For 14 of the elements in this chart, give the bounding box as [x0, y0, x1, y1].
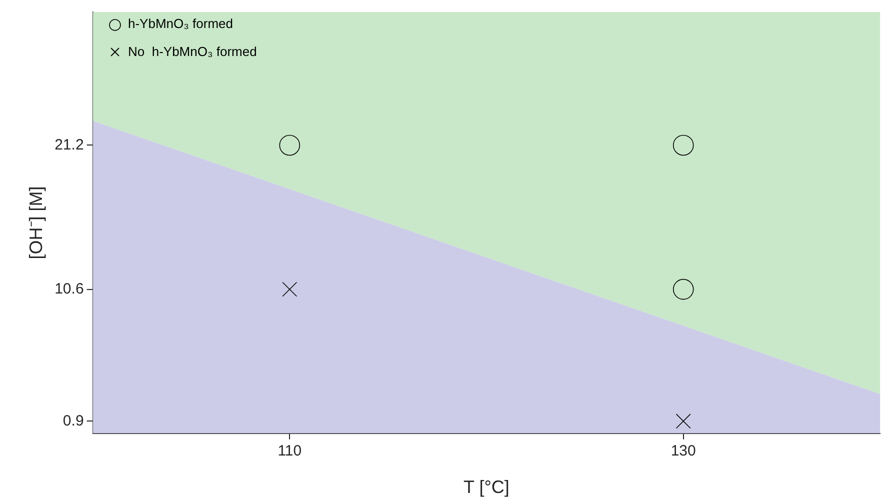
- point: [676, 414, 691, 429]
- y-tick-label: 10.6: [54, 280, 84, 298]
- y-tick-label: 0.9: [62, 412, 84, 430]
- y-axis-title: [OH⁻] [M]: [26, 186, 46, 260]
- point: [672, 134, 694, 156]
- point: [672, 278, 694, 300]
- y-tick-label: 21.2: [54, 136, 84, 154]
- x-tick-label: 110: [278, 442, 302, 460]
- legend-label: h-YbMnO₃ formed: [128, 16, 233, 31]
- legend-label: No h-YbMnO₃ formed: [128, 44, 257, 59]
- point: [279, 134, 300, 156]
- x-tick-label: 130: [670, 442, 696, 460]
- x-axis-title: T [°C]: [464, 477, 510, 498]
- point: [282, 282, 298, 297]
